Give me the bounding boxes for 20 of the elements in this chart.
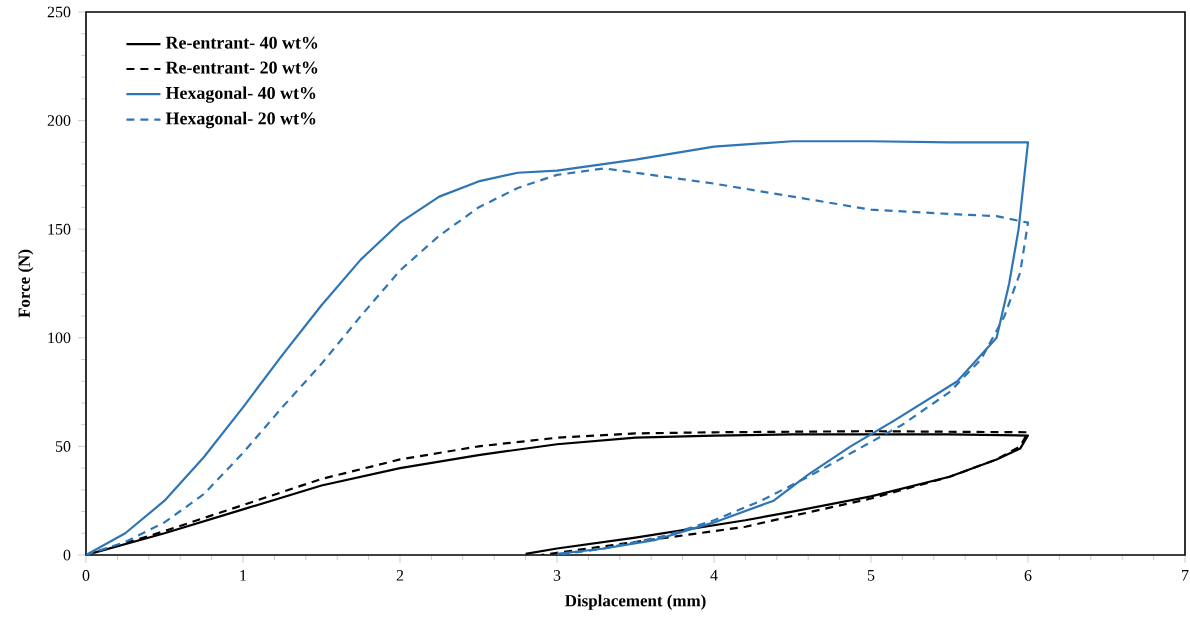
y-axis-title: Force (N): [18, 249, 34, 318]
x-tick-label: 1: [240, 570, 247, 581]
x-tick-label: 6: [1024, 570, 1032, 581]
legend-label: Hexagonal- 40 wt%: [165, 86, 316, 103]
y-tick-label: 250: [47, 6, 71, 18]
x-axis-title: Displacement (mm): [565, 594, 706, 610]
legend-label: Hexagonal- 20 wt%: [165, 111, 316, 129]
legend-label: Re-entrant- 20 wt%: [165, 61, 318, 74]
y-tick-label: 100: [48, 332, 71, 344]
x-tick-label: 5: [867, 570, 875, 581]
x-tick-label: 7: [1182, 570, 1189, 581]
y-tick-label: 200: [47, 115, 71, 126]
y-tick-label: 150: [48, 223, 71, 235]
x-tick-label: 2: [396, 570, 404, 581]
x-tick-label: 3: [553, 570, 561, 581]
x-tick-label: 0: [82, 570, 90, 581]
y-tick-label: 0: [63, 549, 71, 561]
y-tick-label: 50: [55, 441, 71, 452]
legend-label: Re-entrant- 40 wt%: [165, 36, 318, 49]
x-tick-label: 4: [710, 570, 718, 581]
